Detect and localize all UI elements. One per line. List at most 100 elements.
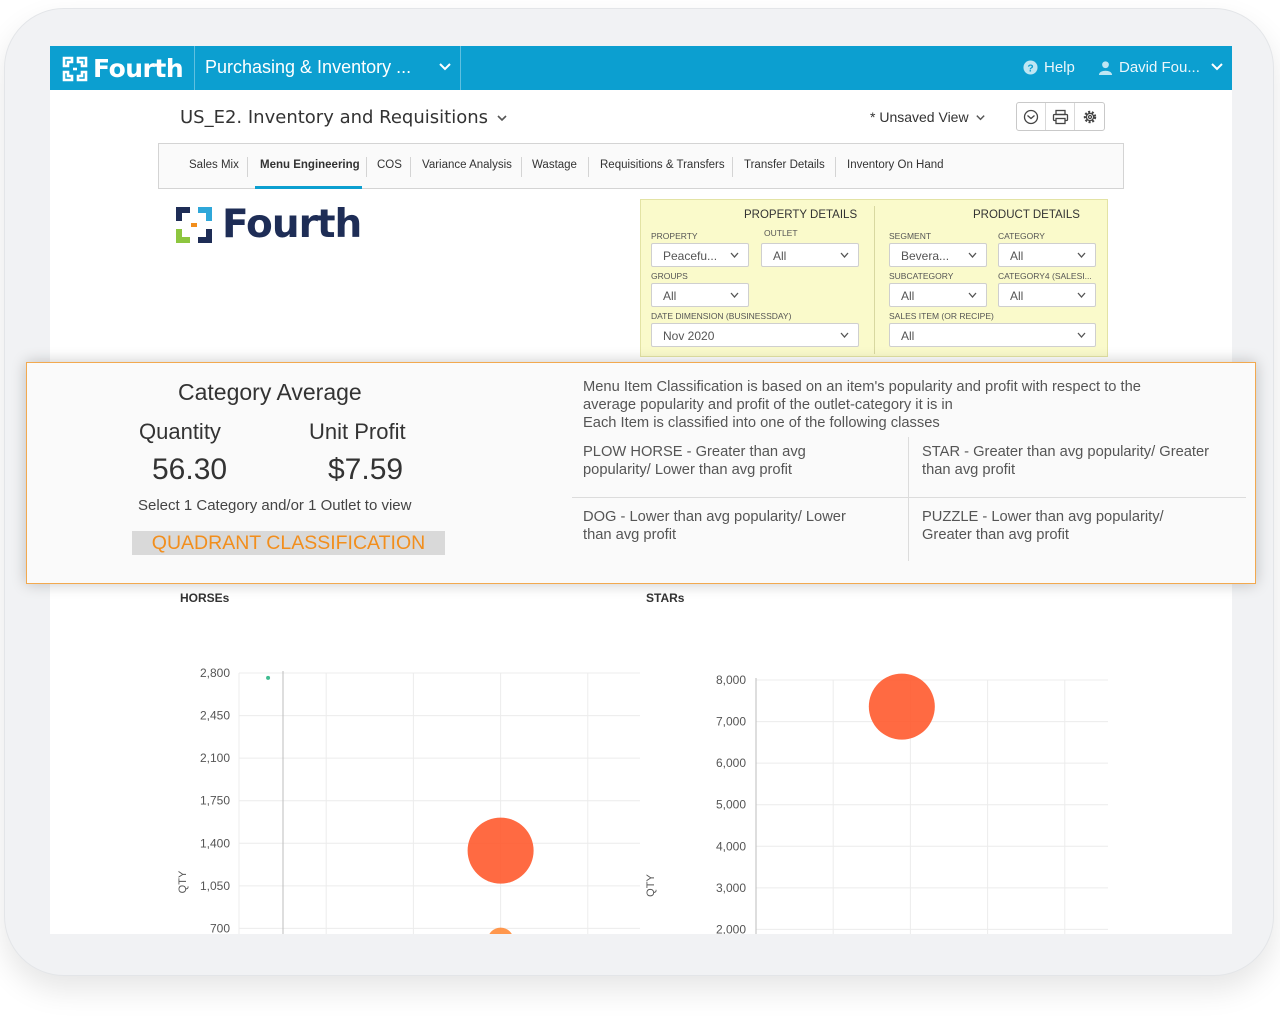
classification-description: Menu Item Classification is based on an …: [583, 378, 1233, 432]
tab-menu-engineering[interactable]: Menu Engineering: [260, 159, 360, 171]
star-line: than avg profit: [922, 462, 1016, 478]
outlet-select[interactable]: All: [761, 243, 859, 267]
y-tick-label: 2,450: [200, 709, 230, 723]
subcategory-value: All: [901, 289, 915, 303]
view-selector[interactable]: * Unsaved View: [870, 109, 986, 125]
property-value: Peacefu...: [663, 249, 718, 263]
chevron-down-icon: [730, 252, 739, 258]
tab-divider: [247, 157, 248, 177]
classification-legend: Category Average Quantity Unit Profit 56…: [26, 362, 1256, 584]
puzzle-definition: PUZZLE - Lower than avg popularity/ Grea…: [922, 508, 1164, 544]
description-line: Each Item is classified into one of the …: [583, 415, 940, 431]
module-selector[interactable]: Purchasing & Inventory ...: [205, 57, 412, 77]
dog-line: than avg profit: [583, 527, 677, 543]
subcategory-select[interactable]: All: [889, 283, 987, 307]
puzzle-line: Greater than avg profit: [922, 527, 1069, 543]
category4-select[interactable]: All: [998, 283, 1096, 307]
chevron-down-icon: [1077, 252, 1086, 258]
subscribe-button[interactable]: [1017, 103, 1046, 130]
y-axis-label: QTY: [645, 874, 657, 897]
segment-select[interactable]: Bevera...: [889, 243, 987, 267]
tab-wastage[interactable]: Wastage: [532, 159, 577, 171]
chevron-down-icon: [497, 114, 507, 121]
tab-variance-analysis[interactable]: Variance Analysis: [422, 159, 512, 171]
date-dimension-select[interactable]: Nov 2020: [651, 323, 859, 347]
y-tick-label: 5,000: [716, 798, 746, 812]
category-label: CATEGORY: [998, 231, 1045, 241]
outlet-label: OUTLET: [764, 228, 798, 238]
chevron-down-icon[interactable]: [438, 60, 452, 74]
star-definition: STAR - Greater than avg popularity/ Grea…: [922, 443, 1209, 479]
active-tab-indicator: [255, 186, 362, 189]
y-tick-label: 700: [210, 921, 230, 934]
chevron-down-icon[interactable]: [1210, 60, 1224, 74]
stars-chart-title: STARs: [646, 591, 685, 605]
sales-item-value: All: [901, 329, 915, 343]
horses-chart-title: HORSEs: [180, 591, 230, 605]
tab-cos[interactable]: COS: [377, 159, 402, 171]
print-button[interactable]: [1046, 103, 1075, 130]
svg-text:?: ?: [1027, 63, 1033, 74]
chevron-down-icon: [730, 292, 739, 298]
dog-line: DOG - Lower than avg popularity/ Lower: [583, 509, 846, 525]
y-tick-label: 2,000: [716, 922, 746, 934]
tab-divider: [521, 157, 522, 177]
brand-logo[interactable]: Fourth: [62, 54, 184, 83]
date-dimension-label: DATE DIMENSION (BUSINESSDAY): [651, 311, 792, 321]
top-nav-bar: Fourth Purchasing & Inventory ... ? Help…: [50, 46, 1232, 90]
plow-horse-definition: PLOW HORSE - Greater than avg popularity…: [583, 443, 806, 479]
groups-label: GROUPS: [651, 271, 688, 281]
nav-separator: [460, 46, 461, 90]
tab-transfer-details[interactable]: Transfer Details: [744, 159, 825, 171]
nav-separator: [194, 46, 195, 90]
report-selector[interactable]: US_E2. Inventory and Requisitions: [180, 107, 508, 128]
tab-requisitions-transfers[interactable]: Requisitions & Transfers: [600, 159, 725, 171]
settings-button[interactable]: [1075, 103, 1104, 130]
sales-item-select[interactable]: All: [889, 323, 1096, 347]
user-menu[interactable]: David Fou...: [1098, 59, 1200, 76]
chevron-down-icon: [968, 252, 977, 258]
subscribe-icon: [1023, 109, 1039, 124]
property-select[interactable]: Peacefu...: [651, 243, 749, 267]
data-point: [467, 817, 534, 884]
segment-value: Bevera...: [901, 249, 950, 263]
user-name: David Fou...: [1119, 59, 1200, 76]
chevron-down-icon: [975, 114, 985, 120]
data-point: [489, 927, 512, 934]
chevron-down-icon: [1077, 332, 1086, 338]
toolbar: [1016, 102, 1105, 131]
chevron-down-icon: [840, 332, 849, 338]
sales-item-label: SALES ITEM (OR RECIPE): [889, 311, 994, 321]
unit-profit-value: $7.59: [328, 453, 404, 486]
unit-profit-label: Unit Profit: [309, 419, 406, 444]
product-details-heading: PRODUCT DETAILS: [973, 209, 1080, 221]
selection-hint: Select 1 Category and/or 1 Outlet to vie…: [138, 497, 412, 514]
puzzle-line: PUZZLE - Lower than avg popularity/: [922, 509, 1164, 525]
help-icon: ?: [1023, 60, 1038, 75]
y-tick-label: 3,000: [716, 881, 746, 895]
quadrant-classification-button[interactable]: QUADRANT CLASSIFICATION: [132, 531, 445, 555]
star-line: STAR - Greater than avg popularity/ Grea…: [922, 444, 1210, 460]
fourth-logo-icon: [176, 206, 212, 243]
view-label: * Unsaved View: [870, 109, 969, 125]
tab-divider: [588, 157, 589, 177]
category-select[interactable]: All: [998, 243, 1096, 267]
category-value: All: [1010, 249, 1024, 263]
dog-definition: DOG - Lower than avg popularity/ Lower t…: [583, 508, 846, 544]
tab-divider: [835, 157, 836, 177]
stars-chart: 8,0007,0006,0005,0004,0003,0002,0001,000…: [645, 673, 1108, 934]
gear-icon: [1083, 110, 1096, 123]
tab-sales-mix[interactable]: Sales Mix: [189, 159, 239, 171]
y-tick-label: 1,400: [200, 836, 230, 850]
description-line: Menu Item Classification is based on an …: [583, 379, 1141, 395]
tab-inventory-on-hand[interactable]: Inventory On Hand: [847, 159, 944, 171]
report-title: US_E2. Inventory and Requisitions: [180, 107, 488, 128]
groups-select[interactable]: All: [651, 283, 749, 307]
help-link[interactable]: ? Help: [1023, 59, 1075, 76]
report-logo: Fourth: [174, 202, 362, 247]
chevron-down-icon: [840, 252, 849, 258]
subcategory-label: SUBCATEGORY: [889, 271, 954, 281]
tab-divider: [366, 157, 367, 177]
plow-horse-line: PLOW HORSE - Greater than avg: [583, 444, 806, 460]
